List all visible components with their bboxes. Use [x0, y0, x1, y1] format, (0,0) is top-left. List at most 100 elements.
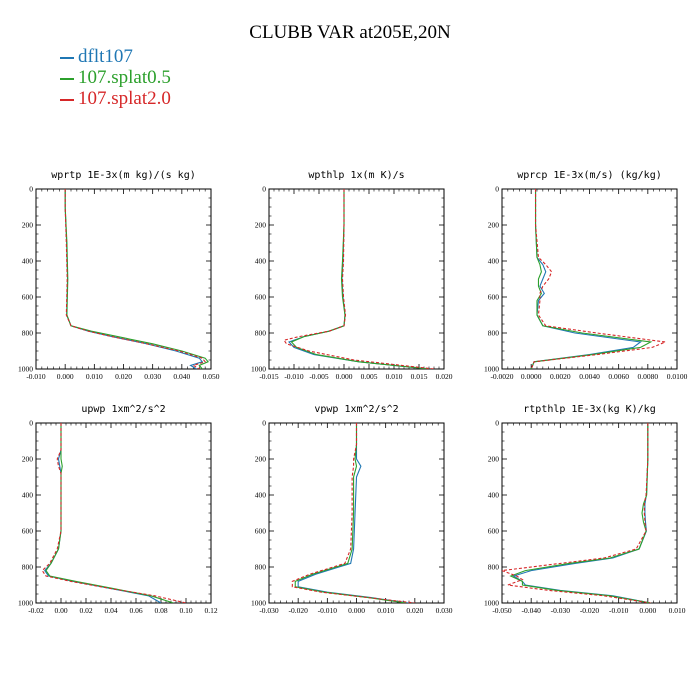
chart-panel-6: rtpthlp 1E-3x(kg K)/kg -0.050 -0.040 -0.030…: [484, 404, 686, 615]
series-line-107-splat2-0: [41, 423, 187, 603]
panel-title: wpthlp 1x(m K)/s: [308, 170, 404, 181]
panel-title: wprtp 1E-3x(m kg)/(s kg): [51, 170, 196, 181]
series-line-dflt107: [44, 423, 162, 603]
x-tick-label: 0.050: [203, 372, 220, 381]
legend-line-dflt107: [60, 56, 74, 59]
x-tick-label: -0.020: [580, 606, 600, 615]
legend-label-splat05: 107.splat0.5: [78, 67, 171, 88]
x-tick-label: -0.010: [284, 372, 304, 381]
y-tick-label: 0: [29, 419, 33, 428]
y-tick-label: 800: [255, 563, 267, 572]
y-tick-label: 0: [495, 419, 499, 428]
y-tick-label: 600: [255, 527, 267, 536]
x-tick-label: -0.010: [609, 606, 629, 615]
series-line-107-splat2-0: [530, 189, 668, 369]
y-tick-label: 200: [22, 455, 34, 464]
x-tick-label: -0.050: [492, 606, 512, 615]
y-tick-label: 200: [22, 221, 34, 230]
legend-label-dflt107: dflt107: [78, 46, 133, 67]
series-line-107-splat2-0: [291, 423, 415, 603]
legend-label-splat20: 107.splat2.0: [78, 88, 171, 109]
x-tick-label: 0.030: [144, 372, 161, 381]
y-tick-label: 600: [22, 293, 34, 302]
series-line-dflt107: [512, 423, 651, 603]
series-line-107-splat0-5: [290, 189, 430, 369]
x-tick-label: 0.015: [411, 372, 428, 381]
series-line-107-splat0-5: [45, 423, 174, 603]
y-tick-label: 800: [255, 329, 267, 338]
x-tick-label: 0.0020: [550, 372, 571, 381]
legend-item-splat05: 107.splat0.5: [60, 67, 171, 89]
x-tick-label: 0.02: [79, 606, 92, 615]
panel-title: vpwp 1xm^2/s^2: [314, 404, 398, 415]
chart-panel-3: wprcp 1E-3x(m/s) (kg/kg) -0.0020 0.0000 0.0…: [484, 170, 688, 381]
x-tick-label: -0.030: [551, 606, 571, 615]
y-tick-label: 0: [262, 419, 266, 428]
panel-title: rtpthlp 1E-3x(kg K)/kg: [523, 404, 655, 415]
x-tick-label: 0.0060: [608, 372, 629, 381]
x-tick-label: 0.00: [54, 606, 67, 615]
panel-frame: [268, 188, 445, 370]
panel-title: wprcp 1E-3x(m/s) (kg/kg): [517, 170, 662, 181]
x-tick-label: -0.02: [28, 606, 44, 615]
figure-title: CLUBB VAR at205E,20N: [249, 22, 451, 43]
x-tick-label: -0.010: [26, 372, 46, 381]
y-tick-label: 800: [22, 563, 34, 572]
series-line-107-splat2-0: [283, 189, 435, 369]
x-tick-label: 0.000: [348, 606, 365, 615]
x-tick-label: -0.005: [309, 372, 329, 381]
x-tick-label: 0.08: [154, 606, 167, 615]
series-line-107-splat0-5: [530, 189, 653, 369]
x-tick-label: 0.0100: [667, 372, 688, 381]
y-tick-label: 1000: [251, 365, 266, 374]
x-tick-label: -0.015: [259, 372, 279, 381]
y-tick-label: 800: [22, 329, 34, 338]
y-tick-label: 400: [255, 491, 267, 500]
x-tick-label: 0.040: [173, 372, 190, 381]
panel-frame: [35, 422, 212, 604]
series-line-107-splat0-5: [509, 423, 651, 603]
x-tick-label: -0.020: [288, 606, 308, 615]
y-tick-label: 0: [495, 185, 499, 194]
legend-line-splat05: [60, 77, 74, 80]
x-tick-label: 0.020: [436, 372, 453, 381]
y-tick-label: 600: [22, 527, 34, 536]
chart-panel-1: wprtp 1E-3x(m kg)/(s kg) -0.010 0.000 0.010…: [18, 170, 220, 381]
y-tick-label: 200: [488, 221, 500, 230]
y-tick-label: 200: [255, 455, 267, 464]
y-tick-label: 600: [255, 293, 267, 302]
x-tick-label: 0.000: [336, 372, 353, 381]
x-tick-label: 0.030: [436, 606, 453, 615]
legend-item-dflt107: dflt107: [60, 46, 133, 68]
y-tick-label: 0: [29, 185, 33, 194]
y-tick-label: 400: [488, 257, 500, 266]
x-tick-label: 0.010: [86, 372, 103, 381]
series-line-107-splat2-0: [64, 189, 207, 369]
series-line-dflt107: [530, 189, 642, 369]
y-tick-label: 1000: [251, 599, 266, 608]
x-tick-label: 0.005: [361, 372, 378, 381]
series-line-dflt107: [64, 189, 204, 369]
panel-title: upwp 1xm^2/s^2: [81, 404, 165, 415]
x-tick-label: -0.010: [318, 606, 338, 615]
y-tick-label: 800: [488, 563, 500, 572]
y-tick-label: 400: [22, 257, 34, 266]
x-tick-label: 0.06: [129, 606, 142, 615]
y-tick-label: 400: [22, 491, 34, 500]
x-tick-label: 0.010: [386, 372, 403, 381]
series-line-dflt107: [288, 189, 430, 369]
legend-item-splat20: 107.splat2.0: [60, 88, 171, 110]
series-line-107-splat2-0: [502, 423, 651, 603]
y-tick-label: 400: [488, 491, 500, 500]
y-tick-label: 1000: [484, 365, 499, 374]
y-tick-label: 400: [255, 257, 267, 266]
y-tick-label: 600: [488, 293, 500, 302]
legend-line-splat20: [60, 98, 74, 101]
y-tick-label: 600: [488, 527, 500, 536]
x-tick-label: 0.020: [406, 606, 423, 615]
series-line-107-splat0-5: [64, 189, 209, 369]
x-tick-label: 0.000: [57, 372, 74, 381]
x-tick-label: 0.000: [639, 606, 656, 615]
y-tick-label: 1000: [18, 599, 33, 608]
